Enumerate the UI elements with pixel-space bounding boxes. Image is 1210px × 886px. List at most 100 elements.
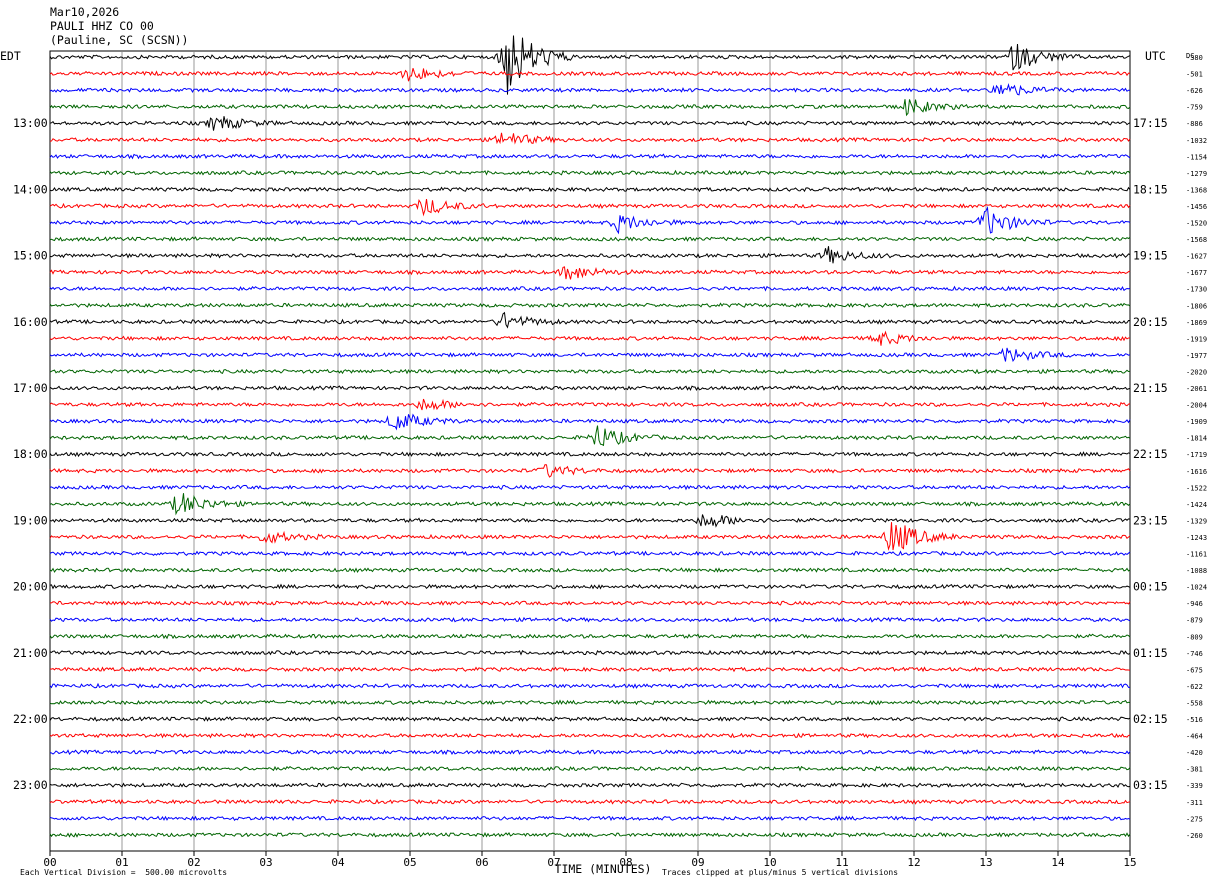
dc-offset-label: -1568 — [1186, 236, 1207, 244]
dc-offset-label: -1279 — [1186, 170, 1207, 178]
trace-row — [49, 198, 1131, 217]
dc-offset-label: -746 — [1186, 650, 1203, 658]
right-hour-label: 19:15 — [1133, 249, 1168, 263]
left-hour-label: 16:00 — [13, 315, 48, 329]
right-hour-label: 22:15 — [1133, 447, 1168, 461]
right-hour-label: 20:15 — [1133, 315, 1168, 329]
dc-offset-label: -1522 — [1186, 484, 1207, 492]
dc-offset-label: -1088 — [1186, 567, 1207, 575]
trace-row — [49, 464, 1131, 478]
trace-row — [49, 68, 1131, 82]
trace-row — [49, 716, 1131, 722]
trace-row — [49, 484, 1131, 491]
dc-offset-label: -2020 — [1186, 368, 1207, 376]
left-hour-label: 21:00 — [13, 646, 48, 660]
dc-offset-label: -1032 — [1186, 137, 1207, 145]
trace-row — [49, 522, 1131, 551]
trace-row — [49, 285, 1131, 292]
dc-offset-label: -260 — [1186, 832, 1203, 840]
trace-row — [49, 749, 1131, 756]
dc-offset-label: -1919 — [1186, 335, 1207, 343]
trace-row — [49, 398, 1131, 411]
left-hour-label: 15:00 — [13, 249, 48, 263]
dc-offset-label: -558 — [1186, 699, 1203, 707]
dc-offset-label: -1616 — [1186, 468, 1207, 476]
dc-offset-label: -1424 — [1186, 501, 1207, 509]
right-hour-label: 02:15 — [1133, 712, 1168, 726]
trace-row — [49, 302, 1131, 309]
dc-offset-label: -879 — [1186, 617, 1203, 625]
trace-row — [50, 600, 1131, 607]
x-tick-label: 04 — [331, 856, 345, 869]
dc-offset-label: -1719 — [1186, 451, 1207, 459]
dc-offset-label: -381 — [1186, 766, 1203, 774]
x-tick-label: 08 — [619, 856, 632, 869]
trace-row — [49, 451, 1131, 458]
dc-offset-label: -1243 — [1186, 534, 1207, 542]
dc-offset-label: -1806 — [1186, 302, 1207, 310]
dc-offset-label: -1627 — [1186, 253, 1207, 261]
dc-offset-label: -464 — [1186, 733, 1203, 741]
dc-offset-label: -1730 — [1186, 286, 1207, 294]
right-hour-label: 18:15 — [1133, 182, 1168, 196]
trace-row — [49, 169, 1131, 176]
trace-row — [49, 649, 1131, 656]
dc-offset-label: -1329 — [1186, 517, 1207, 525]
x-axis-label: TIME (MINUTES) — [555, 862, 652, 876]
right-hour-label: 21:15 — [1133, 381, 1168, 395]
dc-offset-label: -946 — [1186, 600, 1203, 608]
trace-row — [49, 782, 1131, 789]
dc-offset-label: -1368 — [1186, 186, 1207, 194]
dc-offset-label: -501 — [1186, 71, 1203, 79]
trace-row — [49, 425, 1131, 447]
trace-row — [49, 831, 1131, 838]
left-hour-label: 19:00 — [13, 513, 48, 527]
x-tick-label: 10 — [763, 856, 776, 869]
left-hour-label: 23:00 — [13, 778, 48, 792]
dc-offset-label: -275 — [1186, 815, 1203, 823]
x-tick-label: 13 — [979, 856, 992, 869]
trace-row — [49, 616, 1131, 623]
right-hour-label: 01:15 — [1133, 646, 1168, 660]
x-tick-label: 07 — [547, 856, 560, 869]
x-tick-label: 11 — [835, 856, 848, 869]
dc-offset-label: -1677 — [1186, 269, 1207, 277]
dc-offset-label: -622 — [1186, 683, 1203, 691]
dc-offset-label: -311 — [1186, 799, 1203, 807]
trace-row — [49, 732, 1131, 739]
trace-row — [49, 266, 1131, 280]
x-tick-label: 15 — [1123, 856, 1136, 869]
trace-row — [49, 311, 1131, 329]
left-hour-label: 17:00 — [13, 381, 48, 395]
dc-offset-label: -1909 — [1186, 418, 1207, 426]
dc-label: DC — [1186, 52, 1194, 60]
dc-offset-label: -626 — [1186, 87, 1203, 95]
station-location: (Pauline, SC (SCSN)) — [50, 33, 189, 47]
trace-row — [49, 633, 1131, 640]
trace-row — [49, 815, 1131, 822]
trace-row — [49, 236, 1131, 242]
x-tick-label: 14 — [1051, 856, 1065, 869]
trace-row — [49, 82, 1131, 96]
x-tick-label: 01 — [115, 856, 128, 869]
dc-offset-label: -380 — [1186, 54, 1203, 62]
trace-row — [49, 330, 1130, 346]
footer-scale-note: Each Vertical Division = 500.00 microvol… — [20, 868, 228, 877]
trace-row — [49, 368, 1131, 375]
trace-row — [49, 699, 1131, 706]
left-axis-label: EDT — [0, 49, 21, 63]
trace-row — [49, 413, 1131, 431]
x-tick-label: 12 — [907, 856, 920, 869]
dc-offset-label: -1161 — [1186, 551, 1207, 559]
station-name: PAULI HHZ CO 00 — [50, 19, 154, 33]
right-hour-label: 17:15 — [1133, 116, 1168, 130]
dc-offset-label: -2004 — [1186, 402, 1207, 410]
right-hour-label: 00:15 — [1133, 580, 1168, 594]
dc-offset-label: -809 — [1186, 633, 1203, 641]
dc-offset-label: -1154 — [1186, 153, 1207, 161]
trace-row — [49, 765, 1131, 772]
right-hour-label: 23:15 — [1133, 513, 1168, 527]
trace-row — [49, 246, 1131, 264]
left-hour-label: 22:00 — [13, 712, 48, 726]
